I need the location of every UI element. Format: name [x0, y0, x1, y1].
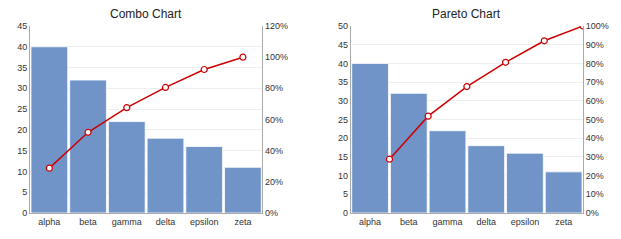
- svg-text:delta: delta: [156, 217, 176, 227]
- svg-text:10: 10: [338, 171, 348, 181]
- svg-text:45: 45: [338, 40, 348, 50]
- svg-text:alpha: alpha: [359, 217, 381, 227]
- svg-text:10: 10: [17, 167, 27, 177]
- svg-text:100%: 100%: [265, 52, 288, 62]
- svg-text:45: 45: [17, 21, 27, 31]
- svg-text:delta: delta: [476, 217, 496, 227]
- svg-text:35: 35: [338, 77, 348, 87]
- svg-text:40%: 40%: [586, 133, 604, 143]
- svg-text:40: 40: [338, 59, 348, 69]
- svg-text:25: 25: [17, 104, 27, 114]
- svg-text:35: 35: [17, 63, 27, 73]
- svg-text:90%: 90%: [586, 40, 604, 50]
- svg-text:30: 30: [17, 83, 27, 93]
- svg-text:5: 5: [343, 189, 348, 199]
- svg-text:beta: beta: [79, 217, 97, 227]
- svg-text:15: 15: [17, 146, 27, 156]
- svg-text:80%: 80%: [586, 59, 604, 69]
- svg-text:gamma: gamma: [433, 217, 463, 227]
- svg-text:beta: beta: [400, 217, 418, 227]
- svg-text:epsilon: epsilon: [190, 217, 219, 227]
- svg-text:Combo Chart: Combo Chart: [110, 7, 182, 21]
- svg-text:70%: 70%: [586, 77, 604, 87]
- svg-text:0%: 0%: [586, 208, 599, 218]
- svg-text:alpha: alpha: [38, 217, 60, 227]
- svg-text:80%: 80%: [265, 83, 283, 93]
- svg-text:0%: 0%: [265, 208, 278, 218]
- svg-text:5: 5: [22, 187, 27, 197]
- svg-text:20%: 20%: [586, 171, 604, 181]
- svg-text:zeta: zeta: [234, 217, 251, 227]
- svg-text:120%: 120%: [265, 21, 288, 31]
- svg-text:40%: 40%: [265, 146, 283, 156]
- svg-text:60%: 60%: [265, 115, 283, 125]
- svg-text:gamma: gamma: [112, 217, 142, 227]
- svg-text:40: 40: [17, 42, 27, 52]
- svg-text:30: 30: [338, 96, 348, 106]
- svg-text:60%: 60%: [586, 96, 604, 106]
- svg-text:20: 20: [338, 133, 348, 143]
- svg-text:50%: 50%: [586, 115, 604, 125]
- svg-text:15: 15: [338, 152, 348, 162]
- svg-text:10%: 10%: [586, 189, 604, 199]
- svg-text:20%: 20%: [265, 177, 283, 187]
- svg-text:50: 50: [338, 21, 348, 31]
- svg-text:25: 25: [338, 115, 348, 125]
- svg-text:20: 20: [17, 125, 27, 135]
- svg-text:0: 0: [343, 208, 348, 218]
- svg-text:0: 0: [22, 208, 27, 218]
- svg-text:epsilon: epsilon: [511, 217, 540, 227]
- svg-text:zeta: zeta: [555, 217, 572, 227]
- svg-text:30%: 30%: [586, 152, 604, 162]
- svg-text:Pareto Chart: Pareto Chart: [432, 7, 501, 21]
- svg-text:100%: 100%: [586, 21, 609, 31]
